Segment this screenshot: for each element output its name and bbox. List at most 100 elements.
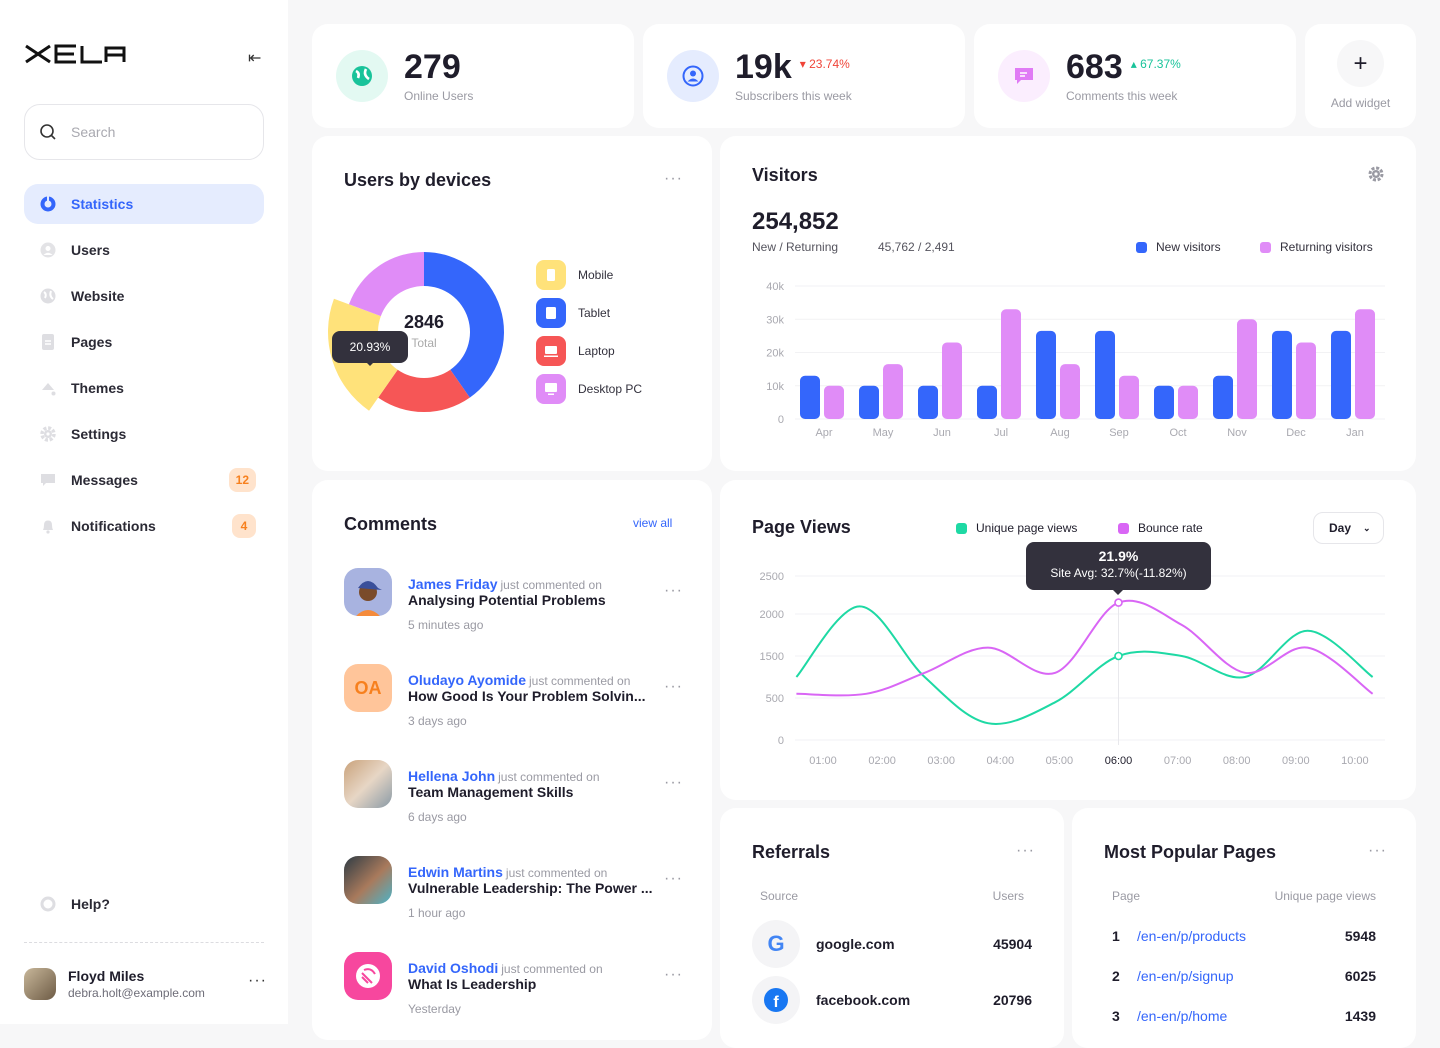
popular-pages-card: Most Popular Pages ··· Page Unique page … [1072,808,1416,1048]
sidebar-item-label: Settings [71,426,127,442]
gear-icon[interactable] [1368,166,1384,187]
bar-new-oct[interactable] [1154,385,1174,419]
avatar[interactable] [344,760,392,808]
gear-icon [40,426,56,442]
more-options-button[interactable]: ··· [1016,842,1035,859]
sidebar-item-statistics[interactable]: Statistics [24,184,264,224]
more-options-button[interactable]: ··· [664,582,683,599]
search-input[interactable]: Search [24,104,264,160]
x-tick-label: Sep [1109,427,1129,439]
add-widget-label: Add widget [1330,96,1391,110]
sidebar-item-settings[interactable]: Settings [24,414,264,454]
user-menu-button[interactable]: ··· [248,972,267,989]
bar-returning-jan[interactable] [1355,309,1375,419]
legend-label: Mobile [578,268,614,282]
sidebar-item-label: Statistics [71,196,134,212]
donut-slice-tablet[interactable] [424,252,505,398]
more-options-button[interactable]: ··· [664,966,683,983]
commenter-name[interactable]: Edwin Martins [408,864,503,880]
data-point-marker[interactable] [1114,651,1123,661]
avatar[interactable]: OA [344,664,392,712]
commenter-name[interactable]: James Friday [408,576,498,592]
bar-new-dec[interactable] [1272,330,1292,419]
avatar[interactable] [344,856,392,904]
bar-returning-jul[interactable] [1001,309,1021,419]
commenter-name[interactable]: David Oshodi [408,960,499,976]
comment-post-title[interactable]: What Is Leadership [408,976,537,992]
bar-new-nov[interactable] [1213,375,1233,419]
x-tick-label: Oct [1169,427,1186,439]
more-options-button[interactable]: ··· [1368,842,1387,859]
sidebar-item-website[interactable]: Website [24,276,264,316]
table-row[interactable]: G google.com 45904 [752,920,1032,968]
help-link[interactable]: Help? [24,884,264,924]
comment-verb: just commented on [500,578,602,592]
legend-item: Tablet [536,298,610,328]
collapse-sidebar-icon[interactable]: ⇤ [248,50,262,67]
column-header-page: Page [1112,889,1141,903]
avatar[interactable] [344,952,392,1000]
donut-slice-laptop[interactable] [378,369,470,412]
sidebar-item-notifications[interactable]: Notifications 4 [24,506,264,546]
desktop-pc-icon [536,374,566,404]
comment-post-title[interactable]: Analysing Potential Problems [408,592,606,608]
sidebar-item-messages[interactable]: Messages 12 [24,460,264,500]
page-link[interactable]: /en-en/p/products [1137,928,1246,944]
more-options-button[interactable]: ··· [664,774,683,791]
bar-new-aug[interactable] [1036,330,1056,419]
data-point-marker[interactable] [1114,598,1123,607]
bar-new-jul[interactable] [977,385,997,419]
comment-verb: just commented on [528,674,631,688]
comment-post-title[interactable]: Team Management Skills [408,784,574,800]
donut-total: 2846 [403,312,445,332]
bar-new-apr[interactable] [800,375,820,419]
bar-new-jun[interactable] [918,385,938,419]
list-item: OA Oludayo Ayomide just commented on How … [344,664,684,734]
y-tick-label: 1500 [760,651,784,663]
bar-returning-sep[interactable] [1119,375,1139,419]
x-tick-label: Aug [1050,427,1070,439]
range-select[interactable]: Day ⌄ [1313,512,1384,544]
sidebar-item-label: Pages [71,334,113,350]
bar-returning-dec[interactable] [1296,342,1316,419]
more-options-button[interactable]: ··· [664,870,683,887]
user-avatar[interactable] [24,968,56,1000]
bar-new-jan[interactable] [1331,330,1351,419]
line-unique-page-views [795,605,1374,725]
page-link[interactable]: /en-en/p/signup [1137,968,1234,984]
comment-post-title[interactable]: How Good Is Your Problem Solvin... [408,688,646,704]
avatar[interactable] [344,568,392,616]
sidebar-item-label: Messages [71,472,138,488]
view-all-link[interactable]: view all [633,516,673,530]
table-row[interactable]: f facebook.com 20796 [752,976,1032,1024]
commenter-name[interactable]: Oludayo Ayomide [408,672,526,688]
bar-returning-nov[interactable] [1237,319,1257,419]
tooltip-value: 21.9% [1098,548,1139,564]
bar-new-may[interactable] [859,385,879,419]
page-link[interactable]: /en-en/p/home [1137,1008,1228,1024]
commenter-name[interactable]: Hellena John [408,768,496,784]
comment-post-title[interactable]: Vulnerable Leadership: The Power ... [408,880,653,896]
sidebar-item-users[interactable]: Users [24,230,264,270]
sidebar-item-pages[interactable]: Pages [24,322,264,362]
table-row[interactable]: 3 /en-en/p/home 1439 [1112,1008,1376,1028]
sidebar-item-themes[interactable]: Themes [24,368,264,408]
referral-source: google.com [816,936,895,952]
notifications-badge: 4 [232,514,256,538]
bar-returning-oct[interactable] [1178,385,1198,419]
table-row[interactable]: 1 /en-en/p/products 5948 [1112,928,1376,948]
bar-returning-may[interactable] [883,364,903,419]
donut-slice-desktop-pc[interactable] [348,252,424,317]
table-row[interactable]: 2 /en-en/p/signup 6025 [1112,968,1376,988]
bar-returning-aug[interactable] [1060,364,1080,419]
visitors-sub-value: 45,762 / 2,491 [878,240,955,254]
more-options-button[interactable]: ··· [664,678,683,695]
y-tick-label: 2000 [760,609,784,621]
bar-new-sep[interactable] [1095,330,1115,419]
x-tick-label: Nov [1227,427,1247,439]
add-widget-button[interactable]: + Add widget [1305,24,1416,128]
bar-returning-jun[interactable] [942,342,962,419]
more-options-button[interactable]: ··· [664,170,683,187]
search-placeholder: Search [71,124,116,140]
bar-returning-apr[interactable] [824,385,844,419]
